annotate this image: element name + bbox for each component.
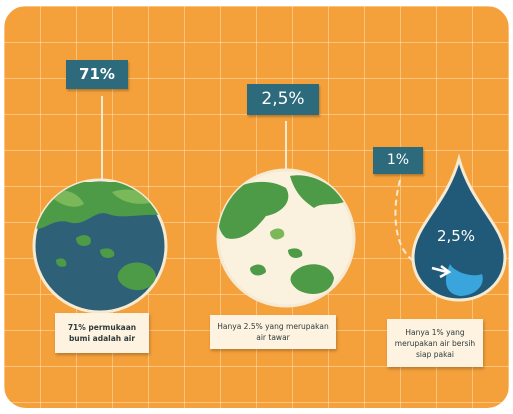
stat-flag-clean-water: 1% (373, 147, 423, 174)
stat-flag-fresh-water: 2,5% (247, 84, 319, 115)
stat-flag-earth-water: 71% (66, 60, 128, 89)
caption-earth-water: 71% permukaan bumi adalah air (55, 313, 149, 353)
caption-fresh-water: Hanya 2.5% yang merupakan air tawar (210, 315, 336, 349)
drop-label: 2,5% (436, 227, 476, 245)
earth-globe-icon (216, 168, 356, 308)
water-drop-icon (411, 153, 507, 302)
arrow-icon (431, 266, 448, 274)
infographic-art (32, 96, 507, 314)
caption-clean-water: Hanya 1% yang merupakan air bersih siap … (387, 319, 483, 367)
arrow-head-icon (439, 265, 452, 279)
earth-globe-icon (32, 178, 168, 314)
